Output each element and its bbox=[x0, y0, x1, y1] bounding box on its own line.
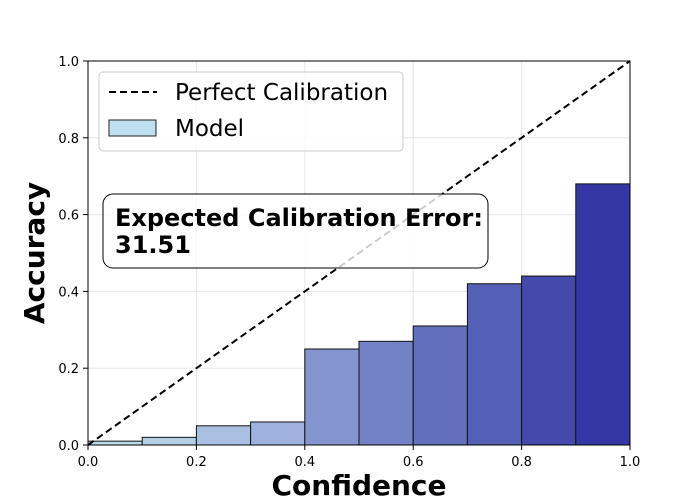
legend-label-model: Model bbox=[175, 116, 244, 142]
y-tick-label: 0.6 bbox=[58, 209, 79, 224]
y-tick-label: 0.0 bbox=[58, 439, 79, 454]
y-tick-label: 1.0 bbox=[58, 55, 79, 70]
ece-annotation-value: 31.51 bbox=[115, 231, 191, 259]
bar-bin-5 bbox=[304, 348, 360, 446]
x-tick-label: 1.0 bbox=[620, 455, 641, 470]
y-tick-label: 0.2 bbox=[58, 362, 79, 377]
x-tick-label: 0.2 bbox=[186, 455, 207, 470]
x-tick-label: 0.0 bbox=[78, 455, 99, 470]
bar-bin-3 bbox=[195, 425, 252, 446]
bar-bin-4 bbox=[250, 421, 306, 446]
ece-annotation-box bbox=[102, 193, 489, 269]
axis-ticks: 0.0 0.2 0.4 0.6 0.8 1.0 0.0 0.2 0.4 0.6 0.8 1.0 bbox=[58, 55, 640, 470]
plot-frame bbox=[87, 60, 631, 446]
x-tick-label: 0.6 bbox=[403, 455, 424, 470]
bar-bin-6 bbox=[358, 340, 414, 446]
y-axis-title: Accuracy bbox=[18, 182, 51, 324]
legend-label-perfect-calibration: Perfect Calibration bbox=[175, 80, 388, 106]
bar-series bbox=[87, 183, 631, 446]
ece-annotation-line1: Expected Calibration Error: bbox=[115, 204, 483, 232]
bar-bin-10 bbox=[575, 183, 631, 446]
x-tick-label: 0.4 bbox=[294, 455, 315, 470]
bar-bin-1 bbox=[87, 440, 143, 446]
x-axis-title: Confidence bbox=[271, 469, 446, 500]
bar-bin-9 bbox=[521, 275, 577, 446]
legend: Perfect Calibration Model bbox=[98, 71, 404, 152]
ece-annotation: Expected Calibration Error: 31.51 bbox=[102, 193, 489, 269]
y-tick-label: 0.4 bbox=[58, 285, 79, 300]
bar-bin-8 bbox=[466, 283, 523, 446]
bar-bin-7 bbox=[412, 325, 468, 446]
x-tick-label: 0.8 bbox=[511, 455, 532, 470]
legend-model-patch bbox=[108, 119, 157, 137]
y-tick-label: 0.8 bbox=[58, 132, 79, 147]
bar-bin-2 bbox=[141, 436, 197, 446]
legend-box bbox=[98, 71, 404, 152]
